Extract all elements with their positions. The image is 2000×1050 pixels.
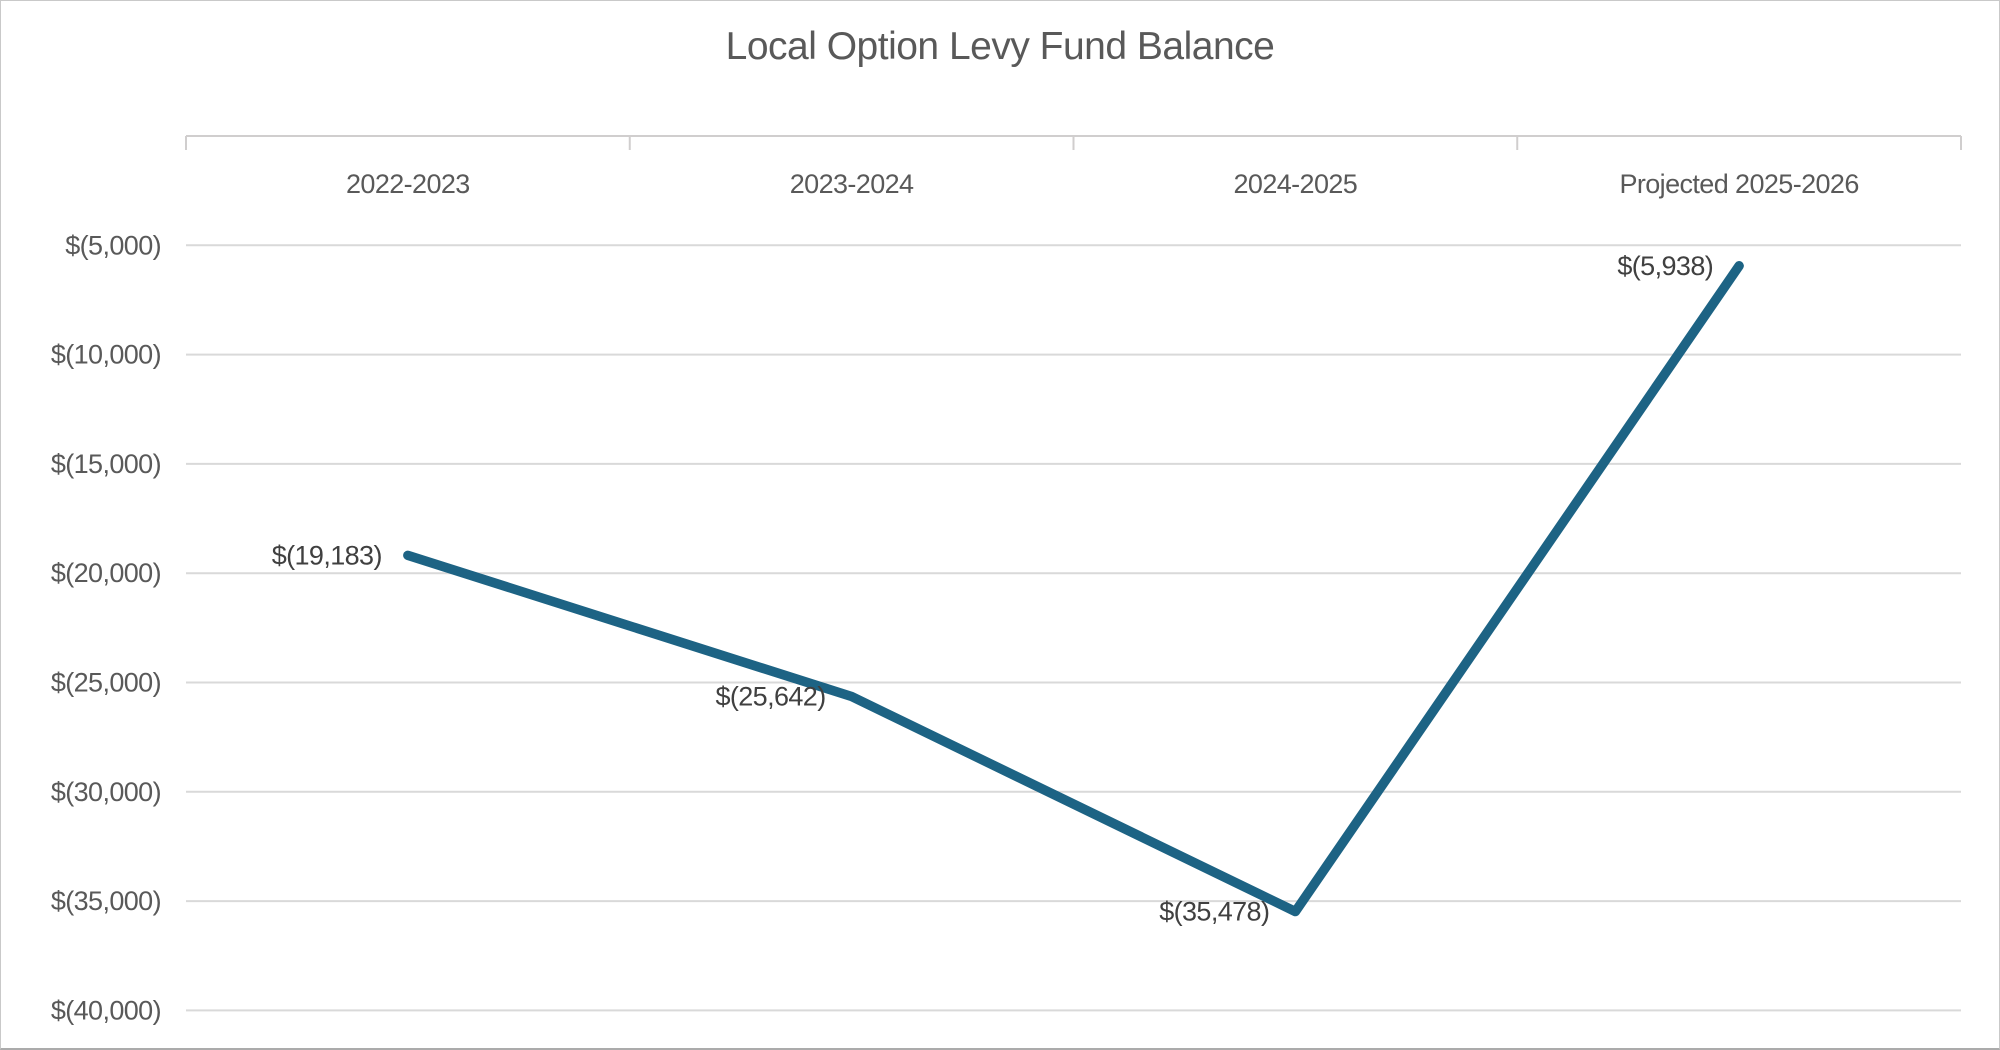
series-group (403, 261, 1744, 917)
data-label: $(25,642) (715, 682, 825, 712)
y-axis-tick-label: $(30,000) (51, 777, 161, 807)
y-axis-tick-label: $(20,000) (51, 558, 161, 588)
x-axis-category-label: 2024-2025 (1234, 169, 1358, 199)
y-axis-tick-label: $(35,000) (51, 886, 161, 916)
x-axis-group (185, 135, 1962, 150)
x-axis-category-label: Projected 2025-2026 (1619, 169, 1858, 199)
y-axis-tick-label: $(10,000) (51, 340, 161, 370)
y-axis-tick-label: $(25,000) (51, 668, 161, 698)
x-axis-labels-group: 2022-2023 2023-2024 2024-2025 Projected 202… (346, 169, 1859, 199)
chart-title: Local Option Levy Fund Balance (725, 25, 1275, 68)
y-axis-tick-label: $(15,000) (51, 449, 161, 479)
fund-balance-line (403, 261, 1744, 917)
data-label: $(5,938) (1617, 251, 1713, 281)
y-axis-labels-group: $(5,000) $(10,000) $(15,000) $(20,000) $(25,… (51, 230, 162, 1025)
data-labels-group: $(19,183) $(25,642) $(35,478) $(5,938) (272, 251, 1714, 927)
y-axis-tick-label: $(5,000) (65, 230, 161, 260)
data-label: $(19,183) (272, 540, 382, 570)
data-label: $(35,478) (1159, 897, 1269, 927)
x-axis-category-label: 2023-2024 (790, 169, 914, 199)
x-axis-category-label: 2022-2023 (346, 169, 470, 199)
y-axis-tick-label: $(40,000) (51, 995, 161, 1025)
gridlines-group (186, 244, 1961, 1012)
